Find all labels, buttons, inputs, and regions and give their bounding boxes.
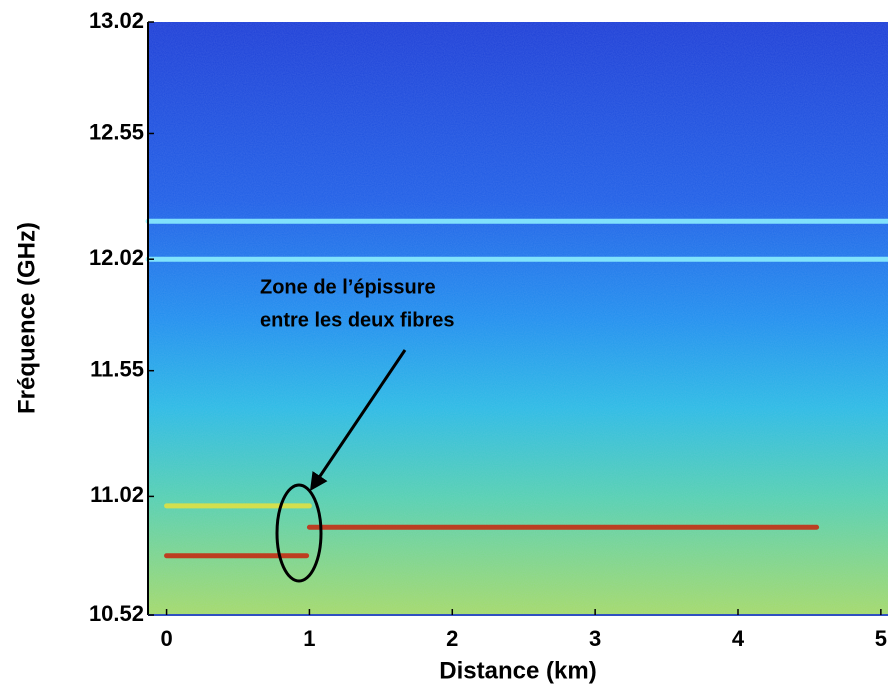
x-tick-label: 2 — [446, 626, 458, 651]
x-tick-label: 4 — [732, 626, 745, 651]
annotation-arrow — [309, 349, 407, 491]
plot-texture — [148, 22, 888, 615]
annotation-ellipse — [275, 483, 323, 583]
y-tick-label: 11.02 — [90, 482, 144, 507]
y-axis-label: Fréquence (GHz) — [13, 222, 40, 414]
annotation: entre les deux fibres — [260, 309, 455, 331]
y-tick-label: 10.52 — [89, 601, 144, 626]
y-tick-label: 13.02 — [89, 8, 144, 33]
x-tick-label: 1 — [303, 626, 315, 651]
x-tick-label: 5 — [875, 626, 887, 651]
x-tick-label: 3 — [589, 626, 601, 651]
y-tick-label: 12.02 — [89, 245, 144, 270]
y-tick-label: 12.55 — [89, 119, 144, 144]
x-axis-label: Distance (km) — [439, 657, 596, 684]
y-tick-label: 11.55 — [90, 356, 144, 381]
x-tick-label: 0 — [160, 626, 172, 651]
annotation: Zone de l’épissure — [260, 276, 436, 298]
